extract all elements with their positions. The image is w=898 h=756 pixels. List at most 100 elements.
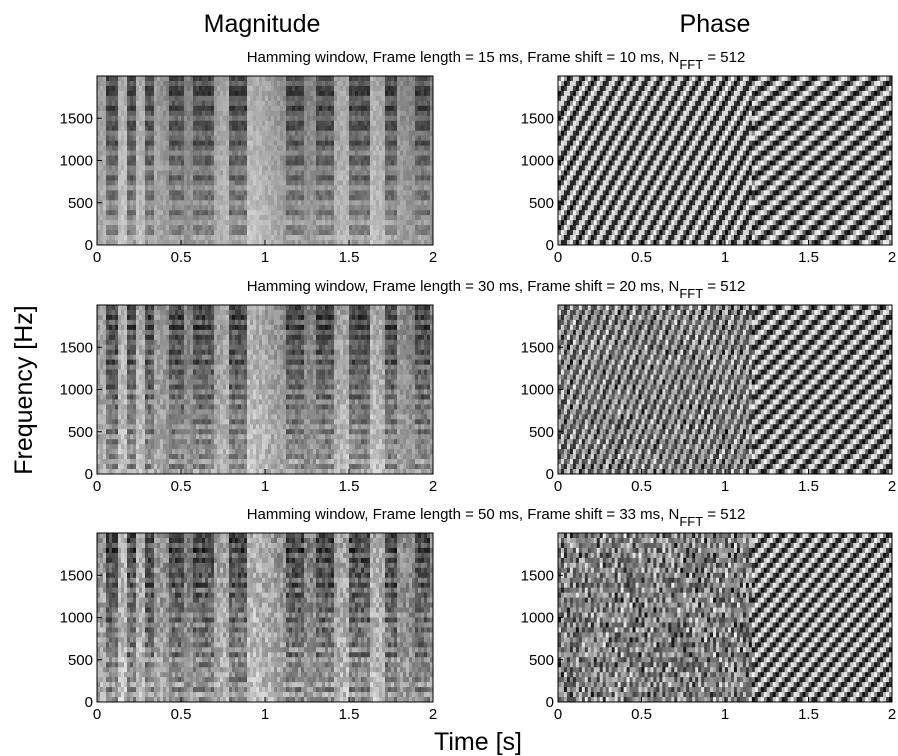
pixel [196, 131, 199, 136]
pixel [157, 96, 160, 101]
pixel [214, 180, 217, 185]
pixel [232, 101, 235, 106]
pixel [112, 121, 115, 126]
pixel [226, 111, 229, 116]
pixel [187, 136, 190, 141]
pixel [151, 190, 154, 195]
pixel [202, 91, 205, 96]
pixel [253, 106, 256, 111]
pixel [232, 106, 235, 111]
pixel [262, 210, 265, 215]
pixel [268, 230, 271, 235]
pixel [217, 170, 220, 175]
pixel [241, 175, 244, 180]
pixel [223, 205, 226, 210]
pixel [175, 165, 178, 170]
pixel [217, 235, 220, 240]
pixel [238, 141, 241, 146]
pixel [256, 96, 259, 101]
pixel [190, 165, 193, 170]
pixel [223, 121, 226, 126]
pixel [271, 111, 274, 116]
pixel [196, 151, 199, 156]
pixel [226, 215, 229, 220]
pixel [244, 146, 247, 151]
pixel [217, 180, 220, 185]
pixel [244, 205, 247, 210]
pixel [115, 200, 118, 205]
pixel [187, 141, 190, 146]
pixel [163, 116, 166, 121]
pixel [277, 185, 280, 190]
pixel [172, 165, 175, 170]
pixel [280, 136, 283, 141]
pixel [214, 111, 217, 116]
pixel [175, 200, 178, 205]
pixel [277, 131, 280, 136]
pixel [271, 215, 274, 220]
pixel [277, 210, 280, 215]
pixel [160, 195, 163, 200]
pixel [229, 96, 232, 101]
pixel [259, 86, 262, 91]
pixel [133, 106, 136, 111]
pixel [118, 161, 121, 166]
pixel [277, 146, 280, 151]
pixel [259, 225, 262, 230]
pixel [250, 225, 253, 230]
pixel [145, 161, 148, 166]
pixel [250, 126, 253, 131]
pixel [124, 76, 127, 81]
pixel [244, 156, 247, 161]
pixel [235, 111, 238, 116]
pixel [223, 91, 226, 96]
pixel [136, 205, 139, 210]
pixel [166, 126, 169, 131]
pixel [208, 165, 211, 170]
pixel [217, 161, 220, 166]
row-title-suffix: = 512 [703, 506, 745, 523]
pixel [211, 131, 214, 136]
pixel [133, 91, 136, 96]
pixel [196, 121, 199, 126]
pixel [172, 210, 175, 215]
pixel [118, 210, 121, 215]
pixel [259, 106, 262, 111]
pixel [256, 136, 259, 141]
pixel [238, 180, 241, 185]
pixel [145, 91, 148, 96]
pixel [97, 185, 100, 190]
pixel [202, 126, 205, 131]
pixel [112, 170, 115, 175]
pixel [232, 170, 235, 175]
pixel [220, 101, 223, 106]
pixel [214, 146, 217, 151]
pixel [262, 96, 265, 101]
pixel [103, 220, 106, 225]
pixel [253, 175, 256, 180]
pixel [271, 101, 274, 106]
pixel [193, 235, 196, 240]
pixel [214, 230, 217, 235]
pixel [148, 165, 151, 170]
pixel [229, 190, 232, 195]
pixel [118, 86, 121, 91]
pixel [142, 121, 145, 126]
pixel [160, 175, 163, 180]
pixel [118, 141, 121, 146]
pixel [100, 170, 103, 175]
pixel [244, 101, 247, 106]
pixel [274, 161, 277, 166]
pixel [115, 190, 118, 195]
pixel [223, 215, 226, 220]
pixel [166, 131, 169, 136]
pixel [247, 156, 250, 161]
pixel [247, 195, 250, 200]
pixel [175, 170, 178, 175]
pixel [181, 111, 184, 116]
pixel [139, 200, 142, 205]
pixel [199, 230, 202, 235]
pixel [223, 116, 226, 121]
pixel [139, 170, 142, 175]
pixel [247, 121, 250, 126]
